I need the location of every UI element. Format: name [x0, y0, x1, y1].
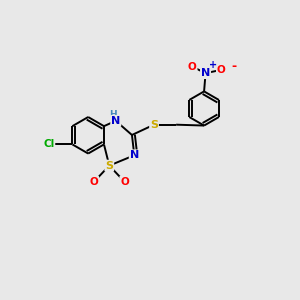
Text: N: N [111, 116, 120, 126]
Text: S: S [150, 120, 158, 130]
Text: -: - [231, 60, 236, 73]
Text: H: H [110, 110, 117, 119]
Text: N: N [201, 68, 210, 78]
Text: O: O [90, 177, 98, 187]
Text: S: S [105, 160, 113, 171]
Text: +: + [209, 60, 217, 70]
Text: O: O [217, 65, 226, 75]
Text: N: N [130, 150, 139, 160]
Text: O: O [120, 177, 129, 187]
Text: Cl: Cl [43, 140, 54, 149]
Text: O: O [188, 62, 197, 72]
